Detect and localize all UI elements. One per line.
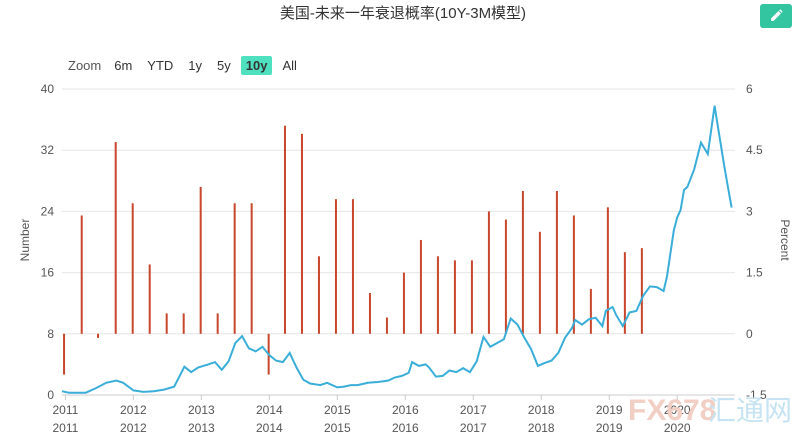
bar-10	[233, 203, 236, 334]
watermark: FX678 汇通网	[628, 394, 792, 427]
navigator-tick-label: 2013	[188, 421, 215, 435]
left-tick-label: 32	[41, 143, 55, 157]
navigator-tick-label: 2011	[52, 421, 78, 435]
bar-16	[334, 199, 337, 334]
navigator-tick-label: 2012	[120, 421, 147, 435]
zoom-button-all[interactable]: All	[282, 57, 297, 73]
right-tick-label: -1.5	[746, 388, 767, 402]
navigator-tick-label: 2019	[596, 421, 623, 435]
x-tick-label: 2012	[120, 403, 147, 417]
bar-25	[487, 211, 490, 334]
line-series	[61, 105, 733, 394]
bar-30	[572, 215, 575, 334]
bar-19	[385, 317, 388, 334]
bar-2	[97, 333, 100, 338]
bar-21	[419, 239, 422, 334]
x-tick-label: 2013	[188, 403, 215, 417]
bar-11	[250, 203, 253, 334]
bar-8	[199, 186, 202, 334]
pencil-icon	[771, 9, 783, 21]
left-axis-label: Number	[18, 219, 32, 262]
zoom-button-1y[interactable]: 1y	[188, 57, 203, 73]
right-tick-label: 1.5	[746, 266, 763, 280]
bar-20	[402, 272, 405, 334]
bar-6	[165, 313, 168, 334]
zoom-selector: Zoom 6m YTD 1y 5y 10y All	[68, 54, 307, 76]
x-tick-label: 2020	[664, 403, 691, 417]
bar-32	[606, 207, 609, 334]
right-tick-label: 3	[746, 204, 753, 218]
navigator-tick-label: 2020	[664, 421, 691, 435]
x-tick-label: 2017	[460, 403, 487, 417]
bar-12	[267, 333, 270, 375]
x-tick-label: 2011	[52, 403, 78, 417]
watermark-cn: 汇通网	[708, 395, 792, 426]
navigator-tick-label: 2014	[256, 421, 283, 435]
zoom-button-6m[interactable]: 6m	[114, 57, 133, 73]
bar-17	[351, 199, 354, 334]
x-tick-label: 2014	[256, 403, 283, 417]
edit-button[interactable]	[760, 4, 792, 28]
bar-18	[368, 293, 371, 334]
bar-23	[453, 260, 456, 334]
left-tick-label: 0	[47, 388, 54, 402]
x-tick-label: 2018	[528, 403, 555, 417]
bar-24	[470, 260, 473, 334]
bar-28	[538, 231, 541, 334]
bar-27	[521, 191, 524, 334]
navigator-tick-label: 2016	[392, 421, 419, 435]
bar-3	[114, 142, 117, 334]
navigator-tick-label: 2017	[460, 421, 487, 435]
navigator-tick-label: 2018	[528, 421, 555, 435]
x-tick-label: 2015	[324, 403, 351, 417]
bar-series	[63, 125, 643, 375]
bar-14	[300, 133, 303, 334]
gridlines	[62, 88, 735, 396]
bar-15	[317, 256, 320, 334]
navigator-tick-label: 2015	[324, 421, 351, 435]
bar-5	[148, 264, 151, 334]
bar-29	[555, 191, 558, 334]
zoom-button-ytd[interactable]: YTD	[147, 57, 174, 73]
bar-0	[63, 333, 66, 375]
left-tick-label: 40	[41, 82, 55, 96]
bar-33	[623, 252, 626, 334]
right-axis-ticks: -1.5 0 1.5 3 4.5 6	[746, 82, 767, 402]
right-axis-label: Percent	[778, 219, 792, 261]
bar-7	[182, 313, 185, 334]
chart-title: 美国-未来一年衰退概率(10Y-3M模型)	[279, 5, 527, 22]
left-tick-label: 24	[41, 204, 55, 218]
bar-4	[131, 203, 134, 334]
bar-34	[640, 248, 643, 334]
x-axis: 2011 2012 2013 2014 2015 2016 2017 2018 2019 2020…	[52, 394, 735, 435]
right-tick-label: 6	[746, 82, 753, 96]
bar-9	[216, 313, 219, 334]
bar-13	[283, 125, 286, 334]
left-tick-label: 8	[47, 327, 54, 341]
x-tick-label: 2019	[596, 403, 623, 417]
watermark-fx678: FX678	[628, 394, 716, 427]
bar-26	[504, 219, 507, 334]
x-tick-label: 2016	[392, 403, 419, 417]
bar-1	[80, 215, 83, 334]
right-tick-label: 0	[746, 327, 753, 341]
left-tick-label: 16	[41, 266, 55, 280]
zoom-button-5y[interactable]: 5y	[217, 57, 231, 73]
zoom-button-10y[interactable]: 10y	[240, 55, 273, 75]
bar-31	[589, 288, 592, 334]
bar-22	[436, 256, 439, 334]
zoom-label: Zoom	[68, 57, 102, 73]
left-axis-ticks: 0 8 16 24 32 40	[41, 82, 55, 402]
right-tick-label: 4.5	[746, 143, 763, 157]
